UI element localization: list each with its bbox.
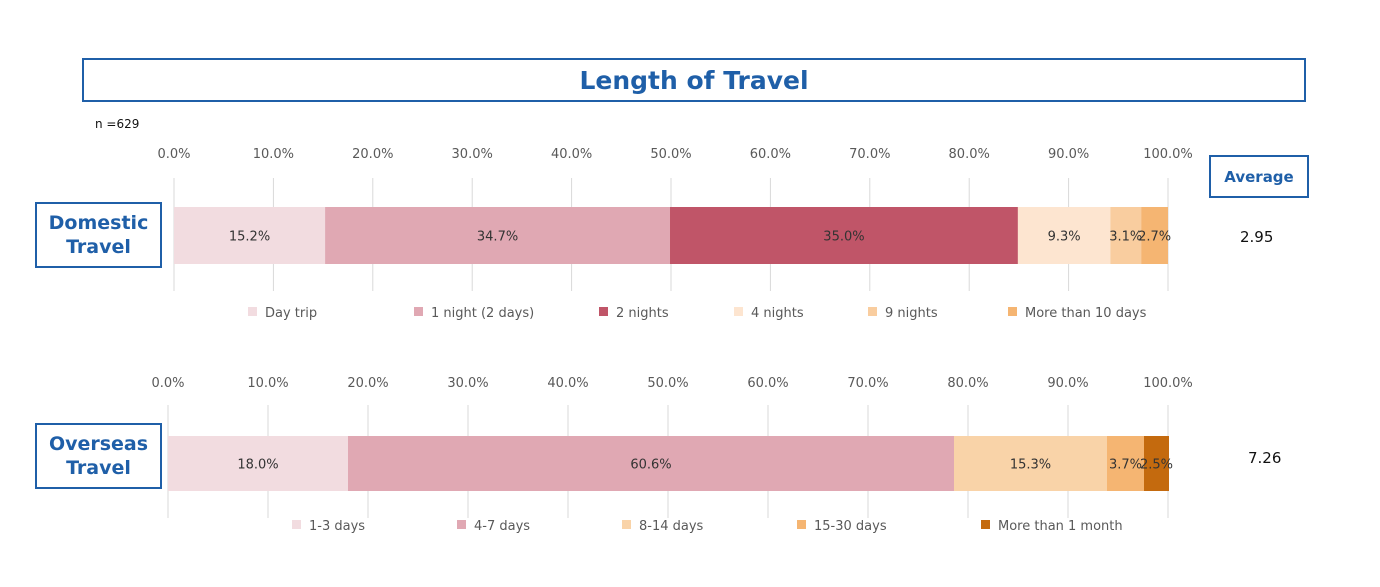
domestic-data-label-2-nights: 35.0% [823,230,864,245]
domestic-legend-swatch-1-night-2-days [414,307,423,316]
overseas-tick-label: 50.0% [647,376,688,391]
overseas-bar-more-than-1-month [1144,436,1169,491]
domestic-bar-2-nights [670,207,1018,264]
chart-title: Length of Travel [579,65,809,95]
overseas-data-label-more-than-1-month: 2.5% [1140,458,1173,473]
domestic-legend-label-more-than-10-days: More than 10 days [1025,306,1147,321]
average-value-domestic: 2.95 [1240,228,1274,246]
overseas-data-label-8-14-days: 15.3% [1010,458,1051,473]
row-label-domestic-line2: Travel [66,236,131,258]
overseas-legend-swatch-4-7-days [457,520,466,529]
overseas-tick-label: 30.0% [447,376,488,391]
overseas-bar-1-3-days [168,436,348,491]
domestic-tick-label: 10.0% [253,147,294,162]
row-label-domestic-line1: Domestic [48,212,149,234]
average-value-overseas: 7.26 [1248,449,1282,467]
domestic-legend-swatch-2-nights [599,307,608,316]
domestic-legend-label-1-night-2-days: 1 night (2 days) [431,306,534,321]
domestic-bar-9-nights [1110,207,1142,264]
row-label-domestic: Domestic Travel [35,202,162,268]
overseas-legend-label-1-3-days: 1-3 days [309,519,365,534]
domestic-tick-label: 40.0% [551,147,592,162]
overseas-tick-label: 60.0% [747,376,788,391]
domestic-tick-label: 50.0% [650,147,691,162]
overseas-tick-label: 70.0% [847,376,888,391]
domestic-legend-swatch-day-trip [248,307,257,316]
overseas-tick-label: 90.0% [1047,376,1088,391]
domestic-legend-label-2-nights: 2 nights [616,306,669,321]
domestic-legend-label-9-nights: 9 nights [885,306,938,321]
domestic-bar-day-trip [174,207,326,264]
domestic-data-label-more-than-10-days: 2.7% [1138,230,1171,245]
overseas-tick-label: 0.0% [151,376,184,391]
domestic-bar-more-than-10-days [1141,207,1168,264]
overseas-legend-label-4-7-days: 4-7 days [474,519,530,534]
overseas-legend-label-8-14-days: 8-14 days [639,519,704,534]
overseas-tick-label: 80.0% [947,376,988,391]
domestic-legend-swatch-more-than-10-days [1008,307,1017,316]
domestic-tick-label: 0.0% [157,147,190,162]
row-label-overseas-line1: Overseas [48,433,149,455]
overseas-legend-swatch-15-30-days [797,520,806,529]
domestic-data-label-4-nights: 9.3% [1048,230,1081,245]
row-label-overseas: Overseas Travel [35,423,162,489]
domestic-legend-label-day-trip: Day trip [265,306,317,321]
overseas-legend-swatch-8-14-days [622,520,631,529]
overseas-data-label-15-30-days: 3.7% [1109,458,1142,473]
overseas-legend-swatch-1-3-days [292,520,301,529]
overseas-bar-8-14-days [954,436,1107,491]
chart-title-box: Length of Travel [82,58,1306,102]
overseas-tick-label: 40.0% [547,376,588,391]
overseas-data-label-1-3-days: 18.0% [237,458,278,473]
domestic-tick-label: 70.0% [849,147,890,162]
domestic-legend-swatch-4-nights [734,307,743,316]
row-label-overseas-line2: Travel [66,457,131,479]
domestic-tick-label: 20.0% [352,147,393,162]
domestic-data-label-9-nights: 3.1% [1109,230,1142,245]
overseas-legend-label-15-30-days: 15-30 days [814,519,887,534]
overseas-bar-4-7-days [348,436,954,491]
domestic-legend-swatch-9-nights [868,307,877,316]
domestic-bar-4-nights [1017,207,1111,264]
overseas-bar-15-30-days [1107,436,1144,491]
domestic-tick-label: 90.0% [1048,147,1089,162]
domestic-tick-label: 100.0% [1143,147,1193,162]
domestic-tick-label: 30.0% [452,147,493,162]
average-header: Average [1209,155,1309,198]
domestic-data-label-day-trip: 15.2% [229,230,270,245]
overseas-legend-swatch-more-than-1-month [981,520,990,529]
overseas-tick-label: 100.0% [1143,376,1193,391]
overseas-legend-label-more-than-1-month: More than 1 month [998,519,1123,534]
overseas-tick-label: 20.0% [347,376,388,391]
sample-size-label: n =629 [95,117,140,131]
domestic-tick-label: 60.0% [750,147,791,162]
domestic-legend-label-4-nights: 4 nights [751,306,804,321]
domestic-tick-label: 80.0% [949,147,990,162]
overseas-tick-label: 10.0% [247,376,288,391]
domestic-data-label-1-night-2-days: 34.7% [477,230,518,245]
domestic-bar-1-night-2-days [325,207,671,264]
overseas-data-label-4-7-days: 60.6% [630,458,671,473]
